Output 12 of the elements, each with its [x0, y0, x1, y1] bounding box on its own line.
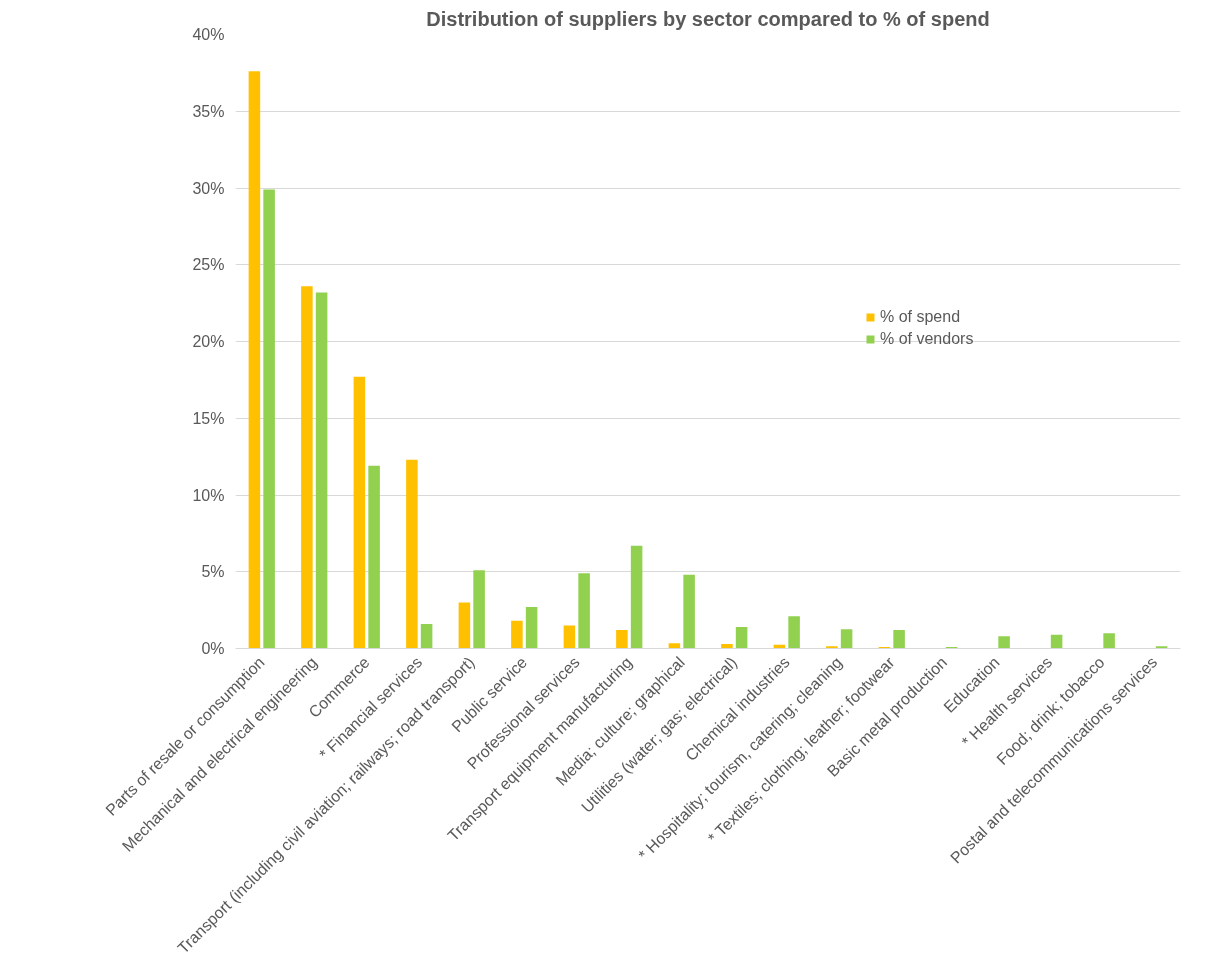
y-tick-label: 5%: [201, 563, 225, 581]
y-tick-label: 15%: [192, 409, 225, 427]
y-tick-label: 25%: [192, 256, 225, 274]
legend-label: % of vendors: [880, 330, 974, 348]
y-tick-label: 30%: [192, 179, 225, 197]
y-tick-label: 0%: [201, 640, 225, 657]
legend-label: % of spend: [880, 308, 961, 326]
y-tick-label: 20%: [192, 333, 225, 350]
y-tick-label: 35%: [192, 102, 225, 120]
y-tick-label: 40%: [192, 26, 225, 43]
chart-title: Distribution of suppliers by sector compared to % of spend: [426, 7, 990, 30]
y-tick-label: 10%: [192, 486, 225, 504]
